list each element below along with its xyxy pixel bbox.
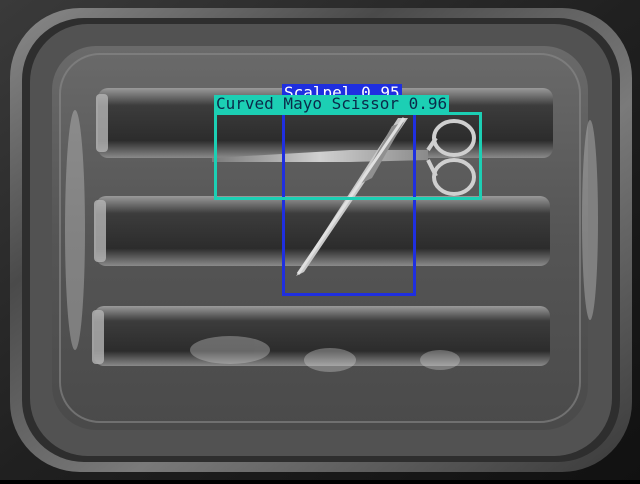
- scissor-bounding-box: [214, 112, 482, 200]
- scissor-detection-label: Curved Mayo Scissor 0.96: [214, 94, 450, 113]
